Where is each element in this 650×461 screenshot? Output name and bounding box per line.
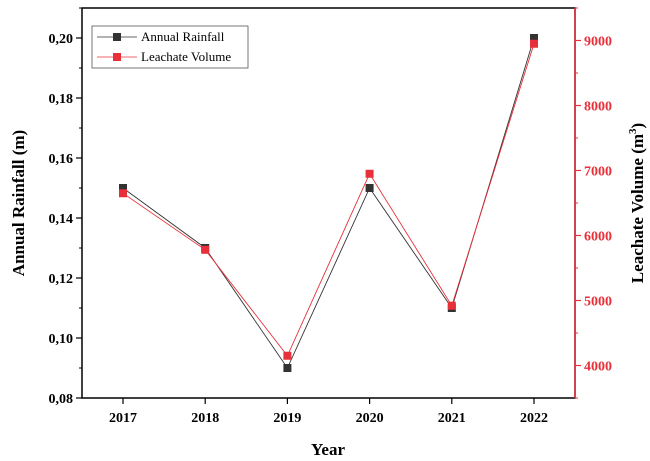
right-tick-label: 4000 [584, 360, 612, 375]
right-axis-title-sup: 3 [627, 128, 639, 134]
data-point-rainfall [530, 34, 538, 42]
data-point-rainfall [365, 184, 374, 192]
right-tick-label: 7000 [584, 165, 612, 180]
right-tick-label: 8000 [584, 100, 612, 115]
x-tick-label: 2019 [273, 411, 301, 426]
left-tick-label: 0,10 [49, 332, 74, 347]
data-point-leachate [283, 351, 292, 360]
data-point-leachate [119, 189, 127, 198]
right-axis-title-main: Leachate Volume (m [628, 134, 647, 283]
x-tick-label: 2020 [356, 411, 384, 426]
x-axis-ticks: 2017 2018 2019 2020 2021 2022 [109, 398, 548, 426]
series-line-rainfall [122, 37, 535, 369]
x-tick-label: 2021 [438, 411, 466, 426]
x-tick-label: 2017 [109, 411, 137, 426]
right-axis-title-close: ) [628, 123, 647, 129]
legend-label-rainfall: Annual Rainfall [141, 29, 225, 44]
data-point-rainfall [283, 364, 292, 372]
left-axis-title: Annual Rainfall (m) [9, 130, 28, 276]
left-tick-label: 0,08 [49, 392, 74, 407]
right-tick-label: 5000 [584, 295, 612, 310]
series-line-leachate [122, 43, 535, 357]
left-tick-label: 0,18 [49, 92, 74, 107]
data-point-leachate [530, 39, 538, 48]
data-point-rainfall [119, 184, 127, 192]
left-tick-label: 0,20 [49, 32, 74, 47]
left-tick-label: 0,14 [49, 212, 74, 227]
legend-marker-rainfall [113, 33, 121, 41]
legend: Annual Rainfall Leachate Volume [91, 25, 249, 69]
x-axis-title: Year [311, 440, 345, 459]
left-tick-label: 0,16 [49, 152, 74, 167]
legend-marker-leachate [113, 53, 121, 61]
legend-label-leachate: Leachate Volume [141, 49, 231, 64]
left-axis-ticks: 0,08 0,10 0,12 0,14 0,16 0,18 0,20 [49, 7, 82, 407]
data-point-leachate [365, 169, 374, 178]
x-tick-label: 2018 [191, 411, 219, 426]
right-tick-label: 6000 [584, 230, 612, 245]
left-tick-label: 0,12 [49, 272, 74, 287]
data-point-leachate [201, 245, 210, 254]
right-axis-title: Leachate Volume (m3) [627, 123, 647, 283]
right-axis-ticks: 4000 5000 6000 7000 8000 9000 [575, 7, 612, 399]
right-tick-label: 9000 [584, 35, 612, 50]
series-layer [119, 34, 538, 372]
x-tick-label: 2022 [520, 411, 548, 426]
data-point-leachate [447, 301, 456, 310]
